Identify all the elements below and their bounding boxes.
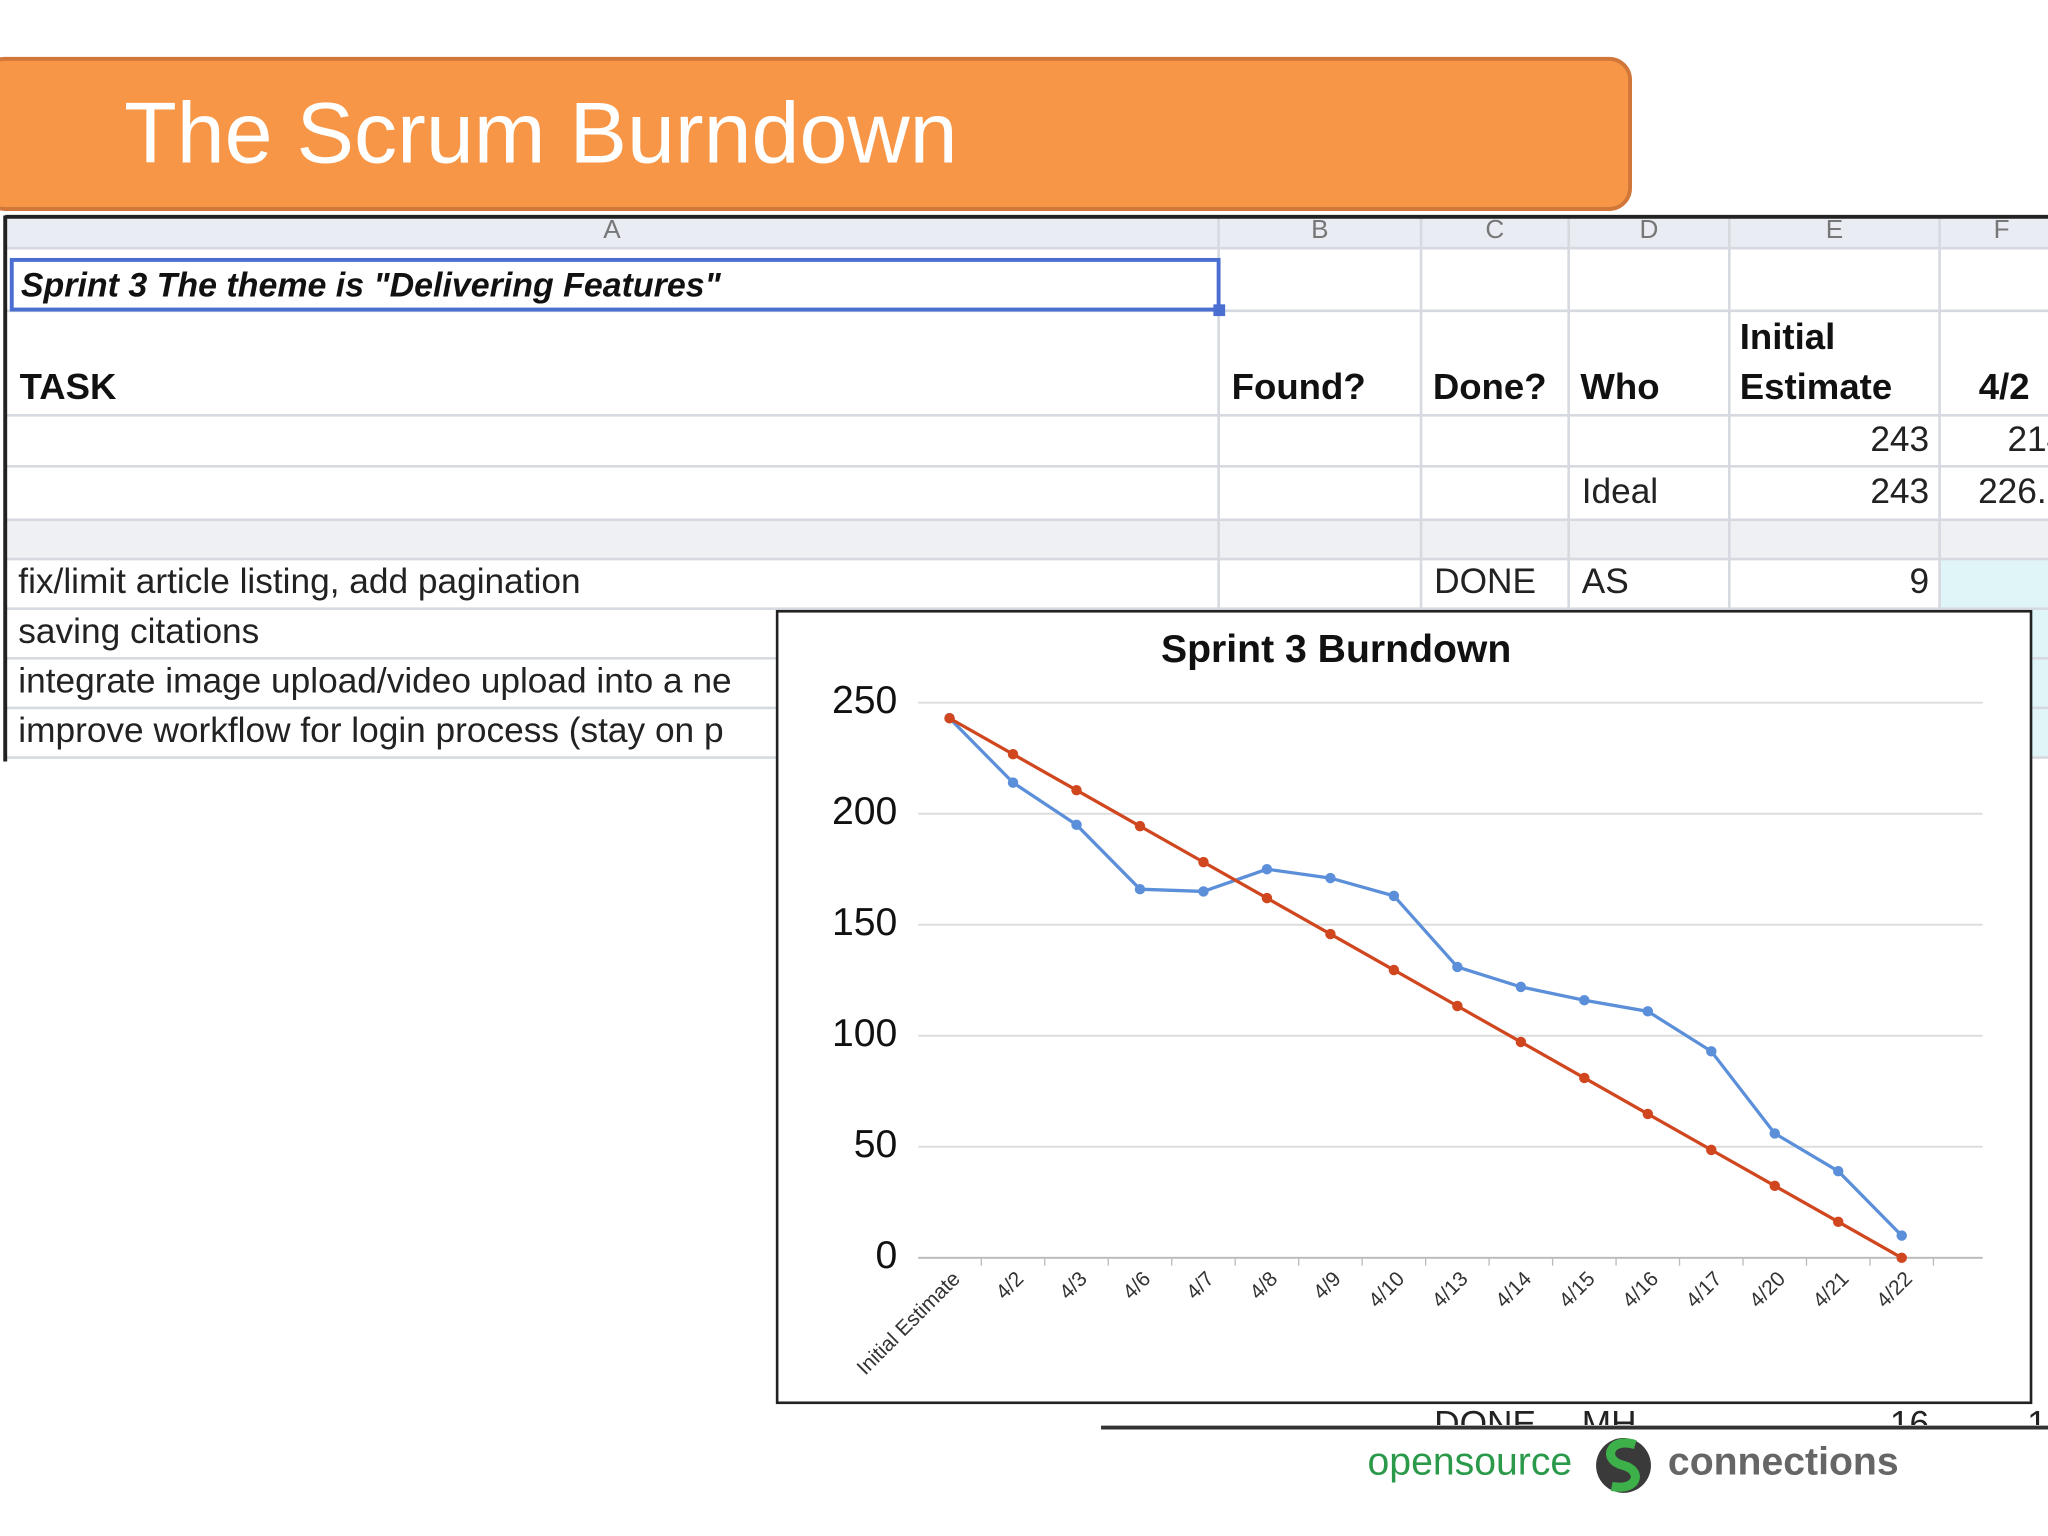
data-point bbox=[1325, 872, 1336, 884]
data-point bbox=[1579, 1072, 1590, 1084]
chart-frame bbox=[775, 609, 2033, 1405]
cell: integrate image upload/video upload into… bbox=[18, 661, 731, 700]
data-point bbox=[1007, 748, 1019, 760]
separator-band bbox=[5, 519, 2048, 560]
data-point bbox=[1833, 1165, 1844, 1177]
y-tick-label: 0 bbox=[876, 1234, 898, 1277]
cell: 214 bbox=[2007, 420, 2048, 459]
chart: Sprint 3 Burndown050100150200250Initial … bbox=[775, 609, 2033, 1405]
footer: opensource connections bbox=[1101, 1425, 2048, 1493]
data-point bbox=[1134, 883, 1146, 895]
selection-handle bbox=[1213, 304, 1226, 317]
y-tick-label: 100 bbox=[832, 1012, 897, 1055]
cell: improve workflow for login process (stay… bbox=[18, 711, 723, 750]
header-cell: Initial bbox=[1740, 316, 1835, 357]
header-cell: Found? bbox=[1232, 366, 1366, 407]
date-cell bbox=[1939, 560, 2048, 609]
series-line bbox=[948, 717, 1903, 1237]
data-point bbox=[1071, 784, 1082, 796]
slide-title: The Scrum Burndown bbox=[124, 86, 958, 182]
data-point bbox=[1198, 856, 1209, 868]
data-point bbox=[1515, 1036, 1527, 1048]
header-cell: Who bbox=[1580, 366, 1659, 407]
brand-logo-swoosh bbox=[1606, 1438, 1640, 1492]
data-point bbox=[1515, 981, 1527, 993]
data-point bbox=[1452, 1000, 1463, 1012]
cell: DONE bbox=[1434, 1405, 1536, 1444]
cell: MH bbox=[1582, 1405, 1637, 1444]
data-point bbox=[1769, 1128, 1780, 1139]
column-header-bar bbox=[5, 215, 2048, 249]
title-bar bbox=[0, 56, 1632, 211]
column-letter: A bbox=[603, 214, 621, 244]
data-point bbox=[1579, 995, 1590, 1006]
data-point bbox=[1706, 1046, 1717, 1057]
cell: 9 bbox=[1910, 562, 1930, 601]
header-cell: Estimate bbox=[1740, 366, 1892, 407]
header-cell: TASK bbox=[20, 366, 117, 407]
data-point bbox=[944, 713, 955, 724]
y-tick-label: 50 bbox=[854, 1123, 898, 1166]
data-point bbox=[1261, 864, 1273, 875]
data-point bbox=[1261, 892, 1273, 904]
brand-right: connections bbox=[1668, 1441, 1899, 1484]
column-letter: D bbox=[1640, 214, 1659, 244]
sheet-caption: Sprint 3 The theme is "Delivering Featur… bbox=[21, 266, 722, 304]
series-line bbox=[948, 716, 1903, 1260]
column-letter: F bbox=[1994, 214, 2010, 244]
data-point bbox=[1388, 890, 1400, 902]
data-point bbox=[1833, 1216, 1844, 1228]
chart-title: Sprint 3 Burndown bbox=[1161, 628, 1511, 671]
data-point bbox=[1769, 1180, 1780, 1192]
data-point bbox=[1134, 820, 1146, 832]
cell: 16 bbox=[1890, 1405, 1929, 1444]
cell: DONE bbox=[1434, 562, 1536, 601]
cell: 243 bbox=[1870, 472, 1929, 511]
cell: 5 bbox=[2047, 562, 2048, 601]
data-point bbox=[1642, 1108, 1654, 1120]
selection bbox=[9, 257, 1221, 312]
cell: AS bbox=[1582, 562, 1629, 601]
column-letter: B bbox=[1311, 214, 1328, 244]
column-letter: E bbox=[1826, 214, 1843, 244]
cell: fix/limit article listing, add paginatio… bbox=[18, 562, 580, 601]
data-point bbox=[1896, 1252, 1907, 1264]
data-point bbox=[1071, 819, 1082, 831]
header-cell: Done? bbox=[1433, 366, 1547, 407]
data-point bbox=[1007, 777, 1019, 788]
data-point bbox=[1198, 886, 1209, 897]
y-tick-label: 250 bbox=[832, 679, 897, 722]
data-point bbox=[1325, 928, 1336, 940]
data-point bbox=[1896, 1230, 1907, 1241]
cell: Ideal bbox=[1582, 472, 1658, 511]
cell: saving citations bbox=[18, 612, 259, 651]
header-cell: 4/2 bbox=[1979, 366, 2030, 407]
cell: 243 bbox=[1870, 420, 1929, 459]
data-point bbox=[1452, 961, 1463, 973]
y-tick-label: 200 bbox=[832, 790, 897, 833]
cell: 226.8 bbox=[1978, 472, 2048, 511]
brand-left: opensource bbox=[1368, 1441, 1573, 1484]
cell: 16 bbox=[2027, 1405, 2048, 1444]
data-point bbox=[1388, 964, 1400, 976]
last-row: DONE MH 16 16 bbox=[1434, 1405, 2048, 1444]
column-letter: C bbox=[1485, 214, 1504, 244]
data-point bbox=[1706, 1144, 1717, 1156]
data-point bbox=[1642, 1006, 1654, 1017]
y-tick-label: 150 bbox=[832, 901, 897, 944]
